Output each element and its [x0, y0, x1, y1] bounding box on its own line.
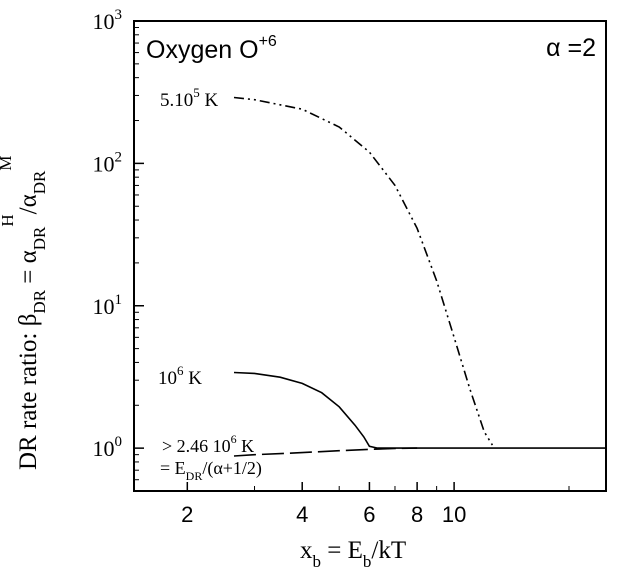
series-label-2-46e6: > 2.46 106 K = EDR/(α+1/2) — [160, 432, 262, 483]
x-label-sub1: b — [313, 552, 322, 571]
svg-text:5.105 K: 5.105 K — [160, 85, 219, 111]
y-label-sub2: DR — [30, 226, 49, 250]
x-tick-label-8: 8 — [411, 502, 423, 527]
y-label-sup1: H — [0, 214, 17, 226]
series-label-5e5-tail: K — [200, 90, 219, 111]
y-tick-label-1: 101 — [93, 292, 123, 319]
y-tick-exp: 1 — [115, 292, 123, 308]
series-label-2-46e6-main: > 2.46 10 — [162, 436, 231, 456]
y-tick-base: 10 — [93, 294, 115, 319]
x-label-mid: = E — [321, 537, 363, 564]
series-label-2-46e6-tail: K — [237, 436, 255, 456]
y-tick-label-0: 100 — [93, 434, 123, 461]
x-label-tail: /kT — [371, 537, 406, 564]
series-line-0 — [233, 96, 494, 446]
svg-text:106 K: 106 K — [158, 363, 202, 389]
y-label-sup2: M — [0, 156, 15, 171]
y-tick-exp: 3 — [115, 7, 123, 23]
y-tick-label-3: 103 — [93, 7, 123, 34]
y-axis-label: DR rate ratio: βDR = αDRH/αDRM — [0, 156, 49, 470]
title-box: Oxygen O+6 — [146, 33, 277, 64]
x-axis-ticks: 2 4 6 8 10 — [181, 482, 570, 527]
x-tick-label-6: 6 — [363, 502, 375, 527]
y-label-sub3: DR — [30, 170, 49, 194]
series-label-2-46e6-sup: 6 — [231, 432, 237, 446]
title-text: Oxygen O — [146, 36, 259, 64]
y-tick-exp: 0 — [115, 434, 123, 450]
x-label-main: x — [300, 537, 313, 564]
x-tick-label-10: 10 — [442, 502, 466, 527]
param-box: α =2 — [546, 34, 596, 62]
y-label-sub1: DR — [30, 289, 49, 313]
y-tick-exp: 2 — [115, 149, 123, 165]
series-label-5e5-sup: 5 — [193, 85, 200, 100]
series-line-1 — [233, 371, 606, 449]
series-label-1e6-tail: K — [184, 368, 203, 389]
y-tick-base: 10 — [93, 436, 115, 461]
y-tick-base: 10 — [93, 9, 115, 34]
series-note-sub: DR — [186, 469, 203, 483]
y-label-mid: = α — [15, 250, 42, 290]
series-label-5e5-main: 5.10 — [160, 90, 193, 111]
x-axis-label: xb = Eb/kT — [300, 537, 406, 571]
x-tick-label-4: 4 — [296, 502, 308, 527]
series-label-1e6: 106 K — [158, 363, 202, 389]
x-label-sub2: b — [363, 552, 372, 571]
series-note-tail: /(α+1/2) — [202, 458, 262, 479]
x-tick-label-2: 2 — [181, 502, 193, 527]
svg-text:> 2.46 106 K: > 2.46 106 K — [162, 432, 254, 456]
series-line-2 — [233, 447, 418, 457]
y-label-slash: /α — [15, 194, 42, 214]
series-note-main: = E — [160, 458, 186, 478]
svg-text:= EDR/(α+1/2): = EDR/(α+1/2) — [160, 458, 262, 483]
y-tick-label-2: 102 — [93, 149, 123, 176]
series-label-1e6-sup: 6 — [177, 363, 184, 378]
series-label-1e6-main: 10 — [158, 368, 177, 389]
y-tick-base: 10 — [93, 151, 115, 176]
title-sup: +6 — [259, 33, 277, 50]
series-label-5e5: 5.105 K — [160, 85, 219, 111]
y-label-lead: DR rate ratio: β — [15, 314, 42, 470]
series-group — [233, 96, 606, 457]
